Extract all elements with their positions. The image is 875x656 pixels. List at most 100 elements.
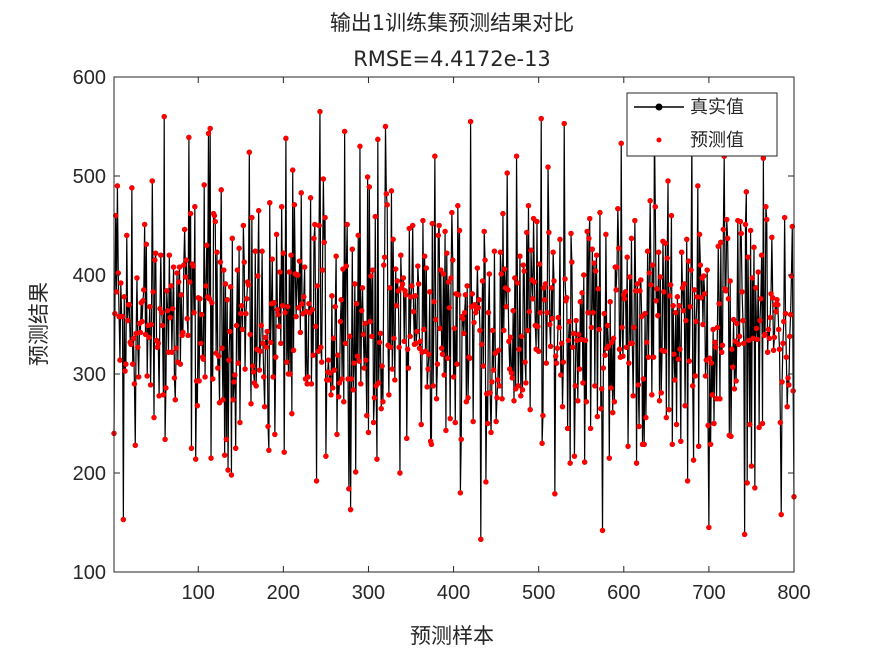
predicted-value-point (665, 178, 671, 184)
predicted-value-point (363, 357, 369, 363)
predicted-value-point (611, 399, 618, 405)
predicted-value-point (690, 383, 696, 389)
predicted-value-point (124, 232, 130, 239)
predicted-value-point (478, 536, 484, 543)
predicted-value-point (161, 113, 167, 120)
predicted-value-point (280, 250, 287, 256)
predicted-value-point (764, 349, 771, 355)
predicted-value-point (578, 336, 584, 343)
y-tick-label: 300 (73, 364, 106, 386)
predicted-value-point (192, 203, 198, 210)
predicted-value-point (494, 395, 500, 401)
predicted-value-point (488, 429, 494, 436)
predicted-value-point (571, 453, 578, 459)
predicted-value-point (126, 302, 133, 308)
predicted-value-point (438, 345, 445, 351)
predicted-value-point (607, 299, 613, 305)
predicted-value-point (741, 340, 747, 347)
predicted-value-point (461, 309, 468, 316)
predicted-value-point (751, 244, 757, 250)
predicted-value-point (356, 358, 362, 364)
x-axis-label: 预测样本 (410, 624, 494, 648)
predicted-value-point (230, 397, 236, 403)
predicted-value-point (624, 254, 630, 260)
predicted-value-point (738, 230, 744, 237)
predicted-value-point (581, 459, 588, 465)
predicted-value-point (133, 330, 139, 337)
predicted-value-point (143, 241, 150, 248)
predicted-value-point (723, 288, 729, 294)
predicted-value-point (383, 191, 390, 197)
predicted-value-point (629, 340, 635, 347)
predicted-value-point (388, 188, 395, 194)
axis-ticks: 100 200 300 400 500 600 700 800 100 200 300 400 500 6… (73, 67, 811, 604)
predicted-value-point (176, 264, 183, 270)
predicted-value-point (480, 363, 487, 369)
predicted-value-point (433, 316, 439, 323)
predicted-value-point (301, 264, 308, 270)
predicted-value-point (658, 390, 664, 396)
predicted-value-point (770, 347, 777, 353)
predicted-value-point (478, 341, 485, 347)
predicted-value-point (236, 245, 242, 251)
predicted-value-point (661, 289, 667, 295)
predicted-value-point (509, 375, 515, 381)
predicted-value-point (742, 221, 749, 228)
predicted-value-point (190, 263, 196, 269)
predicted-value-point (221, 452, 228, 458)
predicted-value-point (683, 317, 689, 324)
predicted-value-point (122, 368, 128, 374)
predicted-value-point (681, 281, 687, 287)
x-tick-label: 700 (692, 582, 725, 604)
predicted-value-point (296, 258, 303, 264)
predicted-value-point (517, 253, 523, 259)
predicted-value-point (177, 361, 184, 367)
predicted-value-point (616, 346, 623, 352)
predicted-value-point (759, 420, 766, 427)
predicted-value-point (261, 403, 268, 410)
predicted-value-point (704, 267, 710, 273)
predicted-value-point (357, 143, 363, 149)
predicted-value-point (211, 212, 218, 219)
predicted-value-point (237, 419, 243, 426)
predicted-value-point (632, 217, 638, 224)
predicted-value-point (678, 438, 684, 445)
predicted-value-point (456, 227, 463, 234)
predicted-value-point (321, 239, 327, 246)
predicted-value-point (781, 214, 788, 221)
predicted-value-point (441, 372, 447, 378)
predicted-value-point (235, 360, 241, 366)
predicted-value-point (777, 419, 784, 426)
predicted-value-point (758, 252, 765, 258)
predicted-value-point (455, 292, 462, 298)
predicted-value-point (540, 412, 546, 419)
predicted-value-point (535, 348, 542, 354)
y-tick-label: 600 (73, 67, 106, 89)
predicted-value-point (493, 418, 499, 425)
predicted-value-point (640, 376, 647, 382)
predicted-value-point (610, 409, 616, 416)
predicted-value-point (512, 275, 518, 281)
predicted-value-point (355, 232, 361, 239)
predicted-value-point (575, 331, 582, 338)
predicted-value-point (501, 266, 508, 272)
predicted-value-point (326, 377, 333, 383)
predicted-value-point (694, 294, 700, 300)
x-tick-label: 400 (437, 582, 470, 604)
predicted-value-point (691, 287, 698, 293)
predicted-value-point (305, 374, 311, 380)
predicted-value-point (568, 230, 574, 237)
predicted-value-point (234, 267, 241, 273)
predicted-value-point (747, 227, 754, 234)
predicted-value-point (631, 324, 637, 331)
predicted-value-point (775, 326, 782, 333)
predicted-value-point (673, 309, 679, 316)
predicted-value-point (662, 240, 669, 247)
predicted-value-point (581, 272, 587, 278)
predicted-value-point (263, 344, 270, 350)
predicted-value-point (653, 298, 659, 304)
predicted-value-point (322, 214, 328, 221)
predicted-value-point (682, 402, 688, 409)
predicted-value-point (534, 218, 540, 225)
legend-pred-marker (656, 137, 662, 143)
